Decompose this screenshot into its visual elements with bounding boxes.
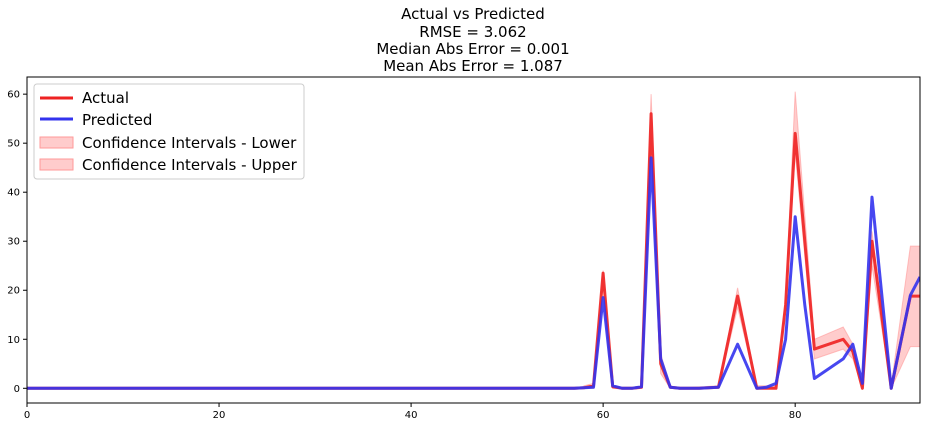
x-tick-label: 80	[789, 410, 802, 421]
legend-patch-ci-lower	[39, 136, 74, 149]
y-tick-label: 10	[7, 335, 20, 346]
legend-label-ci-upper: Confidence Intervals - Upper	[82, 156, 298, 174]
title-line-3: Median Abs Error = 0.001	[376, 40, 569, 58]
series-line-predicted	[27, 156, 920, 390]
legend-frame	[33, 83, 305, 180]
x-tick-label: 40	[405, 410, 418, 421]
legend-label-ci-lower: Confidence Intervals - Lower	[82, 134, 297, 152]
y-tick-label: 60	[7, 90, 20, 101]
y-tick-label: 20	[7, 286, 20, 297]
legend-patch-ci-upper	[39, 158, 74, 171]
plot-area	[27, 91, 920, 391]
y-tick-label: 40	[7, 188, 20, 199]
axes: 0 20 40 60 80 0 10 20 30 40 50 60	[7, 76, 921, 421]
y-tick-label: 50	[7, 139, 20, 150]
axes-frame	[26, 76, 921, 404]
title-line-4: Mean Abs Error = 1.087	[383, 57, 563, 75]
x-tick-label: 60	[597, 410, 610, 421]
chart-title: Actual vs Predicted RMSE = 3.062 Median …	[376, 5, 569, 75]
legend: Actual Predicted Confidence Intervals - …	[33, 83, 305, 180]
y-tick-label: 30	[7, 237, 20, 248]
title-line-2: RMSE = 3.062	[419, 23, 526, 41]
legend-label-predicted: Predicted	[82, 111, 152, 129]
title-line-1: Actual vs Predicted	[401, 5, 545, 23]
legend-label-actual: Actual	[82, 89, 129, 107]
y-tick-label: 0	[14, 384, 20, 395]
x-tick-label: 20	[213, 410, 226, 421]
x-tick-label: 0	[24, 410, 30, 421]
